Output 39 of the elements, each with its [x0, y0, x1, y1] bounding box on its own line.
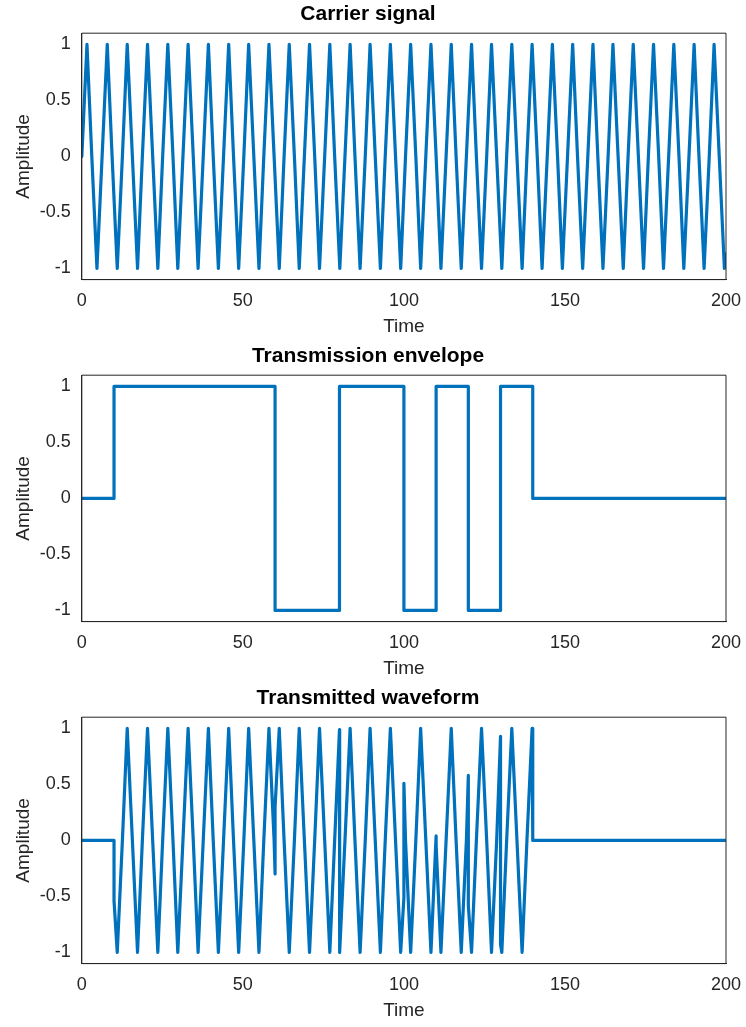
x-tick-label: 200 [710, 974, 742, 995]
x-tick-label: 100 [388, 632, 419, 653]
x-axis-title: Time [383, 998, 425, 1020]
x-tick-label: 150 [549, 974, 580, 995]
x-axis-title: Time [383, 656, 425, 678]
y-tick-label: 0.5 [45, 89, 71, 110]
y-tick-label: -1 [54, 257, 71, 278]
y-axis-title: Amplitude [11, 114, 33, 199]
x-tick-label: 150 [549, 290, 580, 311]
y-tick-label: 1 [60, 375, 71, 396]
y-tick-label: -0.5 [39, 885, 71, 906]
chart-title: Carrier signal [300, 1, 436, 25]
x-tick-label: 0 [76, 632, 87, 653]
chart-title: Transmission envelope [251, 343, 485, 367]
x-axis-title: Time [383, 314, 425, 336]
x-tick-label: 100 [388, 974, 419, 995]
x-tick-label: 100 [388, 290, 419, 311]
x-tick-label: 0 [76, 290, 87, 311]
y-tick-label: 0 [60, 145, 71, 166]
y-tick-label: -0.5 [39, 543, 71, 564]
x-tick-label: 50 [232, 290, 253, 311]
y-tick-label: 0.5 [45, 773, 71, 794]
chart-title: Transmitted waveform [256, 685, 480, 709]
x-tick-label: 50 [232, 632, 253, 653]
x-tick-label: 200 [710, 290, 742, 311]
y-axis-title: Amplitude [11, 798, 33, 883]
x-tick-label: 200 [710, 632, 742, 653]
x-tick-label: 0 [76, 974, 87, 995]
y-tick-label: 0.5 [45, 431, 71, 452]
y-tick-label: 0 [60, 487, 71, 508]
y-tick-label: 0 [60, 829, 71, 850]
y-tick-label: -0.5 [39, 201, 71, 222]
y-tick-label: 1 [60, 717, 71, 738]
x-tick-label: 50 [232, 974, 253, 995]
y-tick-label: 1 [60, 33, 71, 54]
x-tick-label: 150 [549, 632, 580, 653]
y-tick-label: -1 [54, 941, 71, 962]
y-tick-label: -1 [54, 599, 71, 620]
y-axis-title: Amplitude [11, 456, 33, 541]
